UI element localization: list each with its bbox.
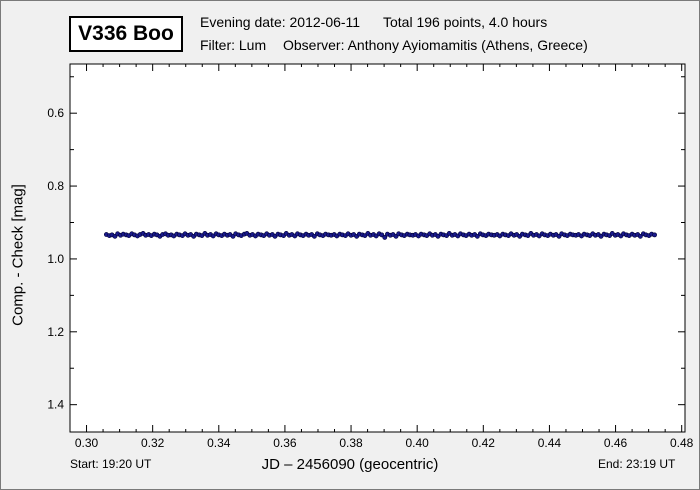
y-tick-label: 1.0 [47,252,64,266]
data-point [637,233,643,239]
y-axis-label: Comp. - Check [mag] [9,184,27,326]
y-tick-label: 0.6 [47,106,64,120]
total-points: Total 196 points, 4.0 hours [383,14,548,30]
data-point [382,235,388,240]
x-tick-label: 0.48 [670,436,694,450]
star-name-box: V336 Boo [69,16,183,52]
y-tick-label: 1.4 [47,398,64,412]
data-point [652,232,657,238]
data-point [379,232,385,238]
x-tick-label: 0.44 [538,436,562,450]
x-tick-label: 0.46 [604,436,628,450]
plot-background [69,63,686,433]
x-tick-label: 0.42 [472,436,496,450]
x-tick-label: 0.38 [339,436,363,450]
observer-label: Observer: Anthony Ayiomamitis (Athens, G… [283,37,588,53]
x-axis-label: JD – 2456090 (geocentric) [261,456,439,473]
y-tick-label: 0.8 [47,179,64,193]
star-name: V336 Boo [78,22,174,45]
x-tick-label: 0.36 [273,436,297,450]
start-time: Start: 19:20 UT [70,457,152,471]
x-tick-label: 0.32 [141,436,165,450]
evening-date: Evening date: 2012-06-11 [200,14,361,30]
y-tick-label: 1.2 [47,325,64,339]
x-tick-label: 0.30 [75,436,99,450]
x-tick-label: 0.34 [207,436,231,450]
data-point [474,233,480,239]
filter-label: Filter: Lum [200,37,267,53]
end-time: End: 23:19 UT [598,457,676,471]
x-tick-label: 0.40 [405,436,429,450]
data-point [311,233,317,239]
